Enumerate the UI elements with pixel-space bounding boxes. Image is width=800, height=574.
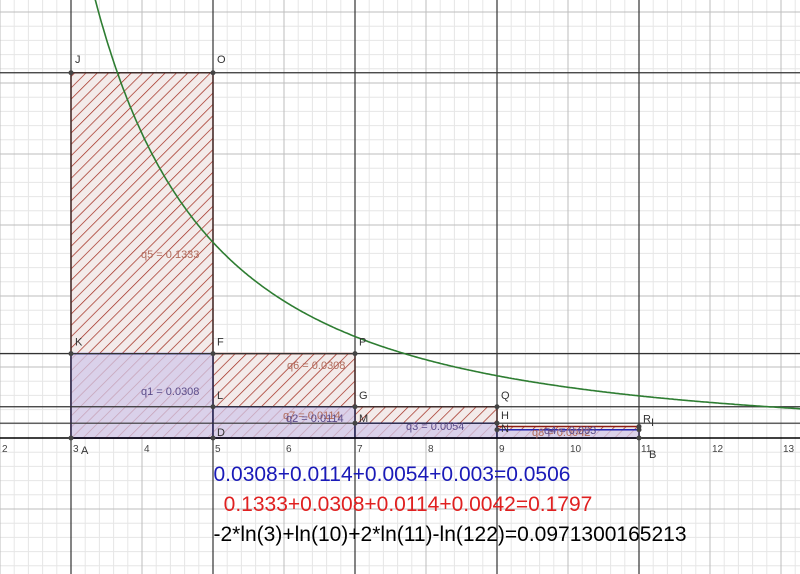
point-K: [68, 351, 74, 357]
x-tick-label: 10: [570, 444, 582, 455]
lower-sum-formula: 0.0308+0.0114+0.0054+0.003=0.0506: [213, 463, 571, 486]
upper-rect-label: q8 = 0.0042: [532, 427, 590, 439]
lower-rect-label: q3 = 0.0054: [406, 421, 464, 433]
lower-rect-label: q1 = 0.0308: [141, 386, 199, 398]
point-F: [210, 351, 216, 357]
x-tick-label: 11: [641, 444, 652, 455]
x-tick-label: 7: [357, 444, 363, 455]
lower-rect-label: q4 = 0.003: [544, 425, 596, 437]
point-G: [352, 404, 358, 410]
x-tick-label: 3: [73, 444, 79, 455]
exact-value-formula: -2*ln(3)+ln(10)+2*ln(11)-ln(122)=0.09713…: [213, 523, 687, 546]
point-label-A: A: [81, 445, 89, 457]
point-label-D: D: [217, 427, 225, 439]
point-H: [494, 420, 500, 426]
point-label-H: H: [501, 410, 509, 422]
point-label-R: R: [643, 413, 651, 425]
point-D: [210, 435, 216, 441]
point-label-N: N: [501, 423, 509, 435]
point-label-F: F: [217, 337, 224, 349]
point-label-O: O: [217, 54, 226, 66]
x-tick-label: 13: [783, 444, 795, 455]
point-I: [636, 427, 642, 433]
point-N: [494, 427, 500, 433]
point-label-M: M: [359, 413, 368, 425]
point-label-P: P: [359, 337, 366, 349]
x-tick-label: 9: [499, 444, 505, 455]
point-J: [68, 70, 74, 76]
point-label-I: I: [651, 417, 654, 429]
x-tick-label: 5: [215, 444, 221, 455]
x-tick-label: 4: [144, 444, 150, 455]
point-label-Q: Q: [501, 390, 510, 402]
x-tick-label: 2: [2, 444, 8, 455]
upper-sum-formula: 0.1333+0.0308+0.0114+0.0042=0.1797: [223, 493, 593, 516]
point-label-G: G: [359, 390, 368, 402]
x-tick-label: 6: [286, 444, 292, 455]
point-B: [636, 435, 642, 441]
point-L: [210, 404, 216, 410]
upper-rect-label: q5 = 0.1333: [141, 249, 199, 261]
lower-rect-label: q2 = 0.0114: [286, 413, 344, 425]
point-A: [68, 435, 74, 441]
upper-rect-label: q6 = 0.0308: [287, 360, 345, 372]
function-curve: [94, 0, 800, 410]
point-Q: [494, 404, 500, 410]
point-label-B: B: [649, 449, 656, 461]
x-tick-label: 12: [712, 444, 724, 455]
x-tick-label: 8: [428, 444, 434, 455]
point-label-K: K: [75, 337, 83, 349]
point-O: [210, 70, 216, 76]
point-label-J: J: [75, 54, 81, 66]
point-label-L: L: [217, 390, 223, 402]
point-P: [352, 351, 358, 357]
upper-rect-label: q7 = 0.0114: [283, 410, 341, 422]
point-M: [352, 420, 358, 426]
